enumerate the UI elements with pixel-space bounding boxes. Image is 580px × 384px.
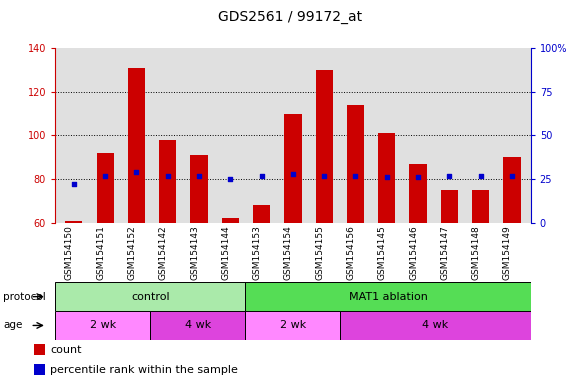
Bar: [55, 311, 150, 340]
Point: [414, 174, 423, 180]
Bar: [284, 114, 302, 223]
Bar: [34, 364, 45, 375]
Bar: [472, 190, 490, 223]
Text: percentile rank within the sample: percentile rank within the sample: [50, 365, 238, 375]
Bar: [96, 153, 114, 223]
Bar: [503, 157, 520, 223]
Point: [226, 176, 235, 182]
Text: 2 wk: 2 wk: [89, 320, 116, 331]
Point: [194, 172, 204, 179]
Bar: [340, 311, 531, 340]
Bar: [253, 205, 270, 223]
Bar: [245, 282, 531, 311]
Bar: [409, 164, 427, 223]
Text: protocol: protocol: [3, 291, 46, 302]
Point: [100, 172, 110, 179]
Bar: [378, 133, 396, 223]
Point: [257, 172, 266, 179]
Text: age: age: [3, 320, 22, 331]
Bar: [128, 68, 145, 223]
Point: [382, 174, 392, 180]
Bar: [190, 155, 208, 223]
Bar: [316, 70, 333, 223]
Bar: [222, 218, 239, 223]
Text: GDS2561 / 99172_at: GDS2561 / 99172_at: [218, 10, 362, 23]
Bar: [34, 344, 45, 355]
Point: [508, 172, 517, 179]
Point: [69, 181, 78, 187]
Text: 2 wk: 2 wk: [280, 320, 306, 331]
Point: [320, 172, 329, 179]
Bar: [55, 282, 245, 311]
Point: [351, 172, 360, 179]
Point: [163, 172, 172, 179]
Text: 4 wk: 4 wk: [422, 320, 449, 331]
Text: count: count: [50, 344, 81, 354]
Bar: [66, 220, 82, 223]
Bar: [159, 140, 176, 223]
Bar: [441, 190, 458, 223]
Point: [476, 172, 485, 179]
Text: MAT1 ablation: MAT1 ablation: [349, 291, 427, 302]
Text: control: control: [131, 291, 169, 302]
Text: 4 wk: 4 wk: [184, 320, 211, 331]
Point: [445, 172, 454, 179]
Bar: [150, 311, 245, 340]
Point: [132, 169, 141, 175]
Bar: [245, 311, 340, 340]
Bar: [347, 105, 364, 223]
Point: [288, 171, 298, 177]
